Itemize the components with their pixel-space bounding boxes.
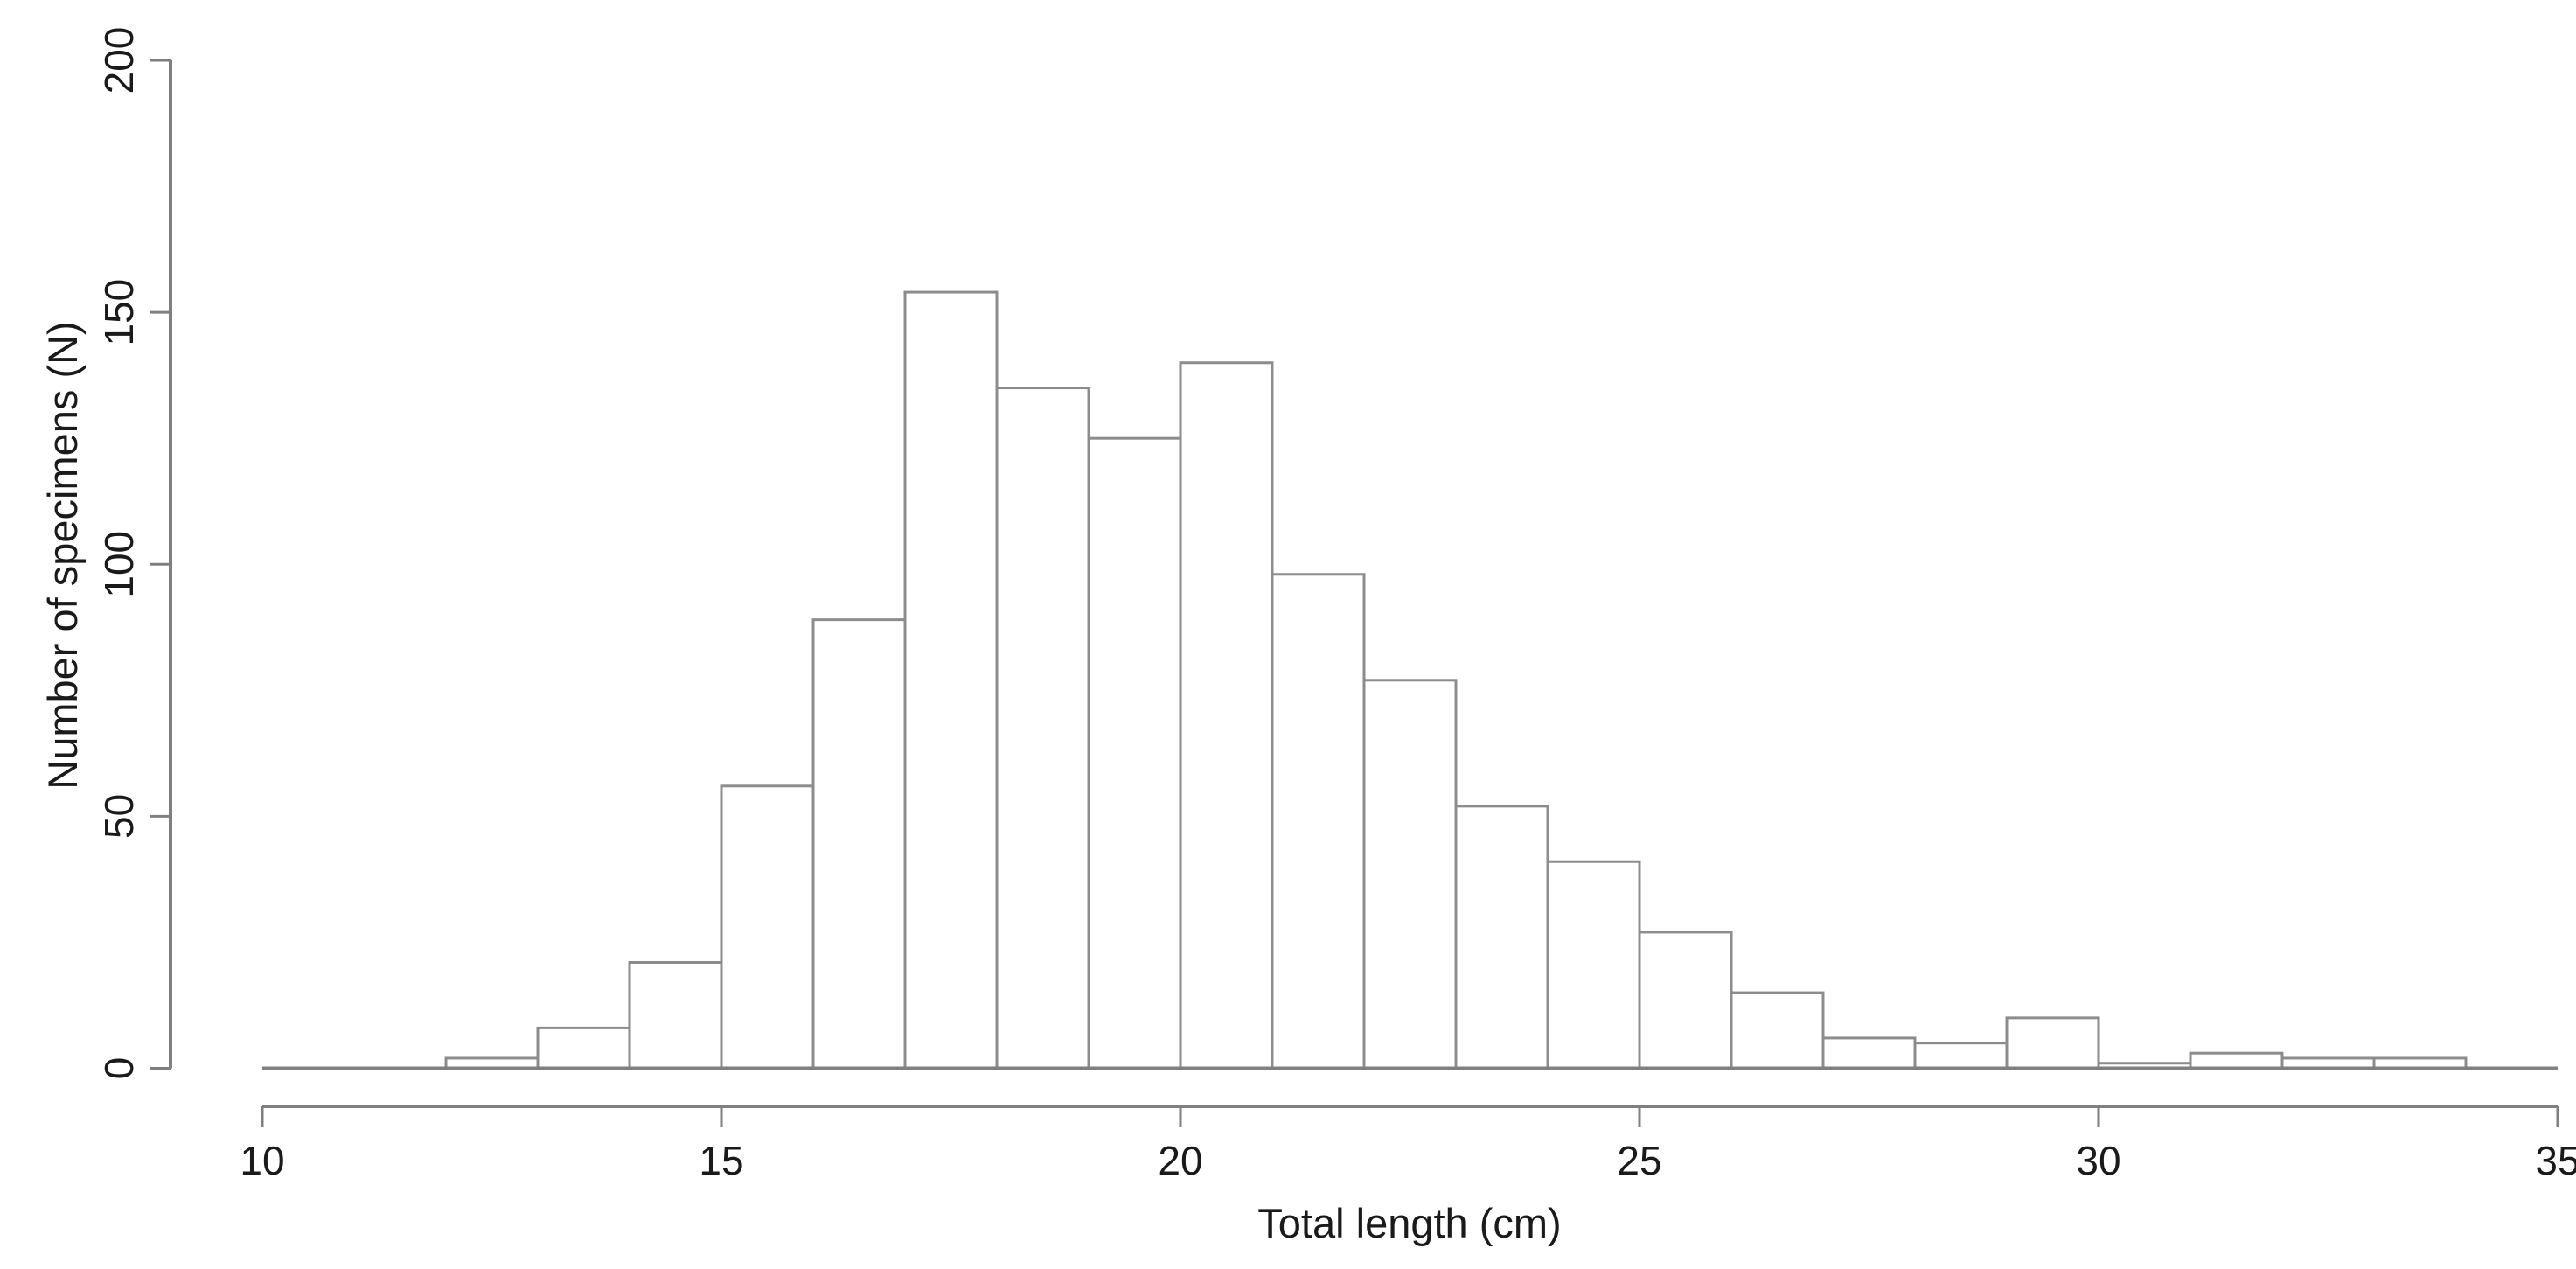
y-tick-label: 50 [96,794,142,839]
x-tick-label: 30 [2076,1138,2120,1183]
histogram-bar [2005,1016,2100,1070]
histogram-bar [720,784,815,1070]
x-tick-label: 15 [699,1138,743,1183]
histogram-bar [1454,805,1549,1070]
histogram-bar [628,960,723,1070]
histogram-bar [1821,1036,1917,1070]
histogram-bar [1271,573,1366,1070]
y-tick-label: 100 [96,531,142,598]
y-tick-label: 150 [96,279,142,346]
histogram-bar [536,1026,631,1070]
bars-group [444,290,2468,1070]
histogram-bar [811,618,907,1070]
x-axis-title: Total length (cm) [1257,1200,1561,1246]
histogram-bar [995,387,1090,1070]
histogram-bar [1730,991,1825,1070]
x-tick-label: 35 [2535,1138,2576,1183]
histogram-bar [2189,1051,2284,1070]
y-tick-label: 0 [96,1057,142,1080]
x-tick-label: 25 [1617,1138,1661,1183]
y-axis-title: Number of specimens (N) [39,321,86,789]
histogram-bar [1179,361,1274,1070]
y-tick-label: 200 [96,27,142,94]
x-tick-label: 10 [240,1138,284,1183]
histogram-bar [1087,436,1182,1070]
histogram-bar [1362,679,1458,1070]
histogram-bar [903,290,999,1070]
histogram-bar [1638,931,1733,1070]
histogram-bar [1913,1042,2009,1070]
x-tick-label: 20 [1158,1138,1202,1183]
axes-group: 0 50 100 150 200 10 15 20 25 30 35 [96,27,2576,1183]
histogram-bar [1546,860,1641,1070]
